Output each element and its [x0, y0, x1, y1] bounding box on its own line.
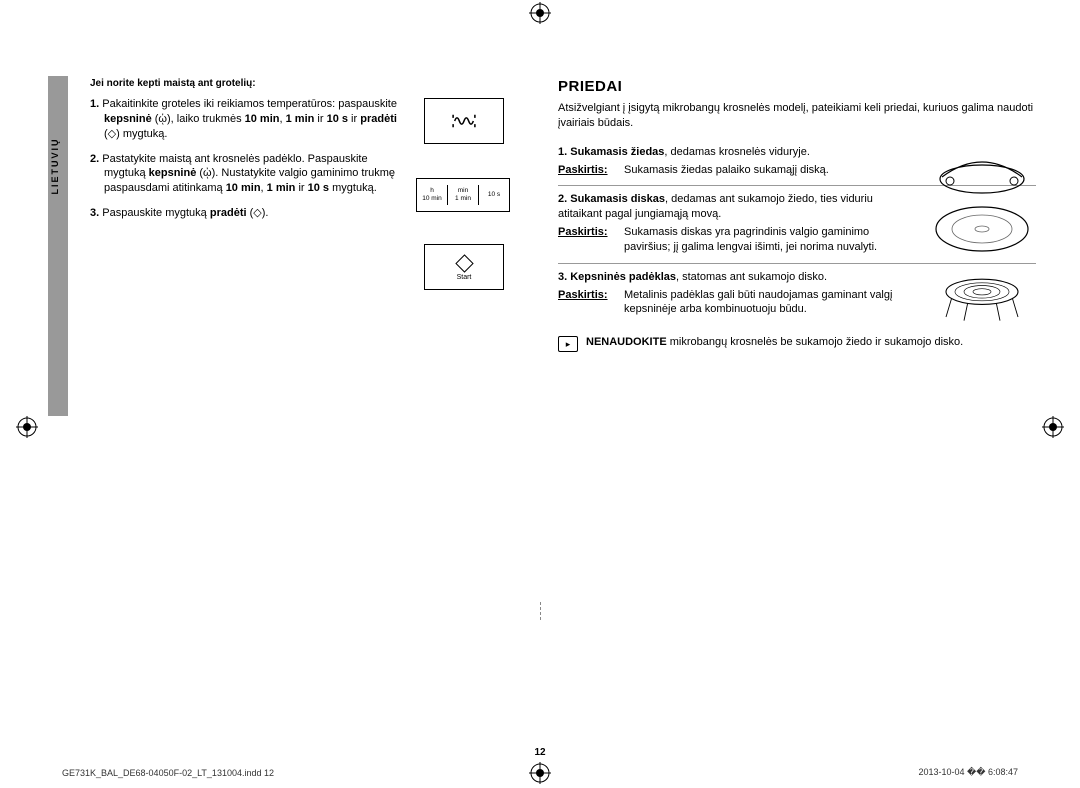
section-title: PRIEDAI: [558, 78, 1036, 95]
accessory-1-purpose: Sukamasis žiedas palaiko sukamąjį diską.: [624, 163, 898, 178]
registration-mark-left: [16, 416, 38, 438]
grill-icon: [450, 111, 478, 131]
step-2: 2. Pastatykite maistą ant krosnelės padė…: [90, 152, 410, 197]
accessory-1-purpose-label: Paskirtis:: [558, 163, 624, 178]
diamond-icon: [455, 254, 473, 272]
step-3: 3. Paspauskite mygtuką pradėti (◇).: [90, 206, 410, 221]
accessory-3-purpose-label: Paskirtis:: [558, 288, 624, 318]
accessory-2-head: 2. Sukamasis diskas, dedamas ant sukamoj…: [558, 192, 898, 222]
accessory-2-purpose-label: Paskirtis:: [558, 225, 624, 255]
registration-mark-right: [1042, 416, 1064, 438]
accessory-2-purpose: Sukamasis diskas yra pagrindinis valgio …: [624, 225, 898, 255]
accessory-3-purpose: Metalinis padėklas gali būti naudojamas …: [624, 288, 898, 318]
footer-right: 2013-10-04 �� 6:08:47: [918, 767, 1018, 778]
accessory-3-image: [932, 272, 1032, 326]
accessory-3: 3. Kepsninės padėklas, statomas ant suka…: [558, 264, 1036, 326]
warning-text: NENAUDOKITE mikrobangų krosnelės be suka…: [586, 335, 963, 350]
column-divider: [540, 602, 542, 620]
time-cell-3: 10 s: [479, 189, 509, 201]
page-number: 12: [0, 747, 1080, 758]
warning-icon: ▸: [558, 336, 578, 352]
accessory-1: 1. Sukamasis žiedas, dedamas krosnelės v…: [558, 139, 1036, 187]
left-heading: Jei norite kepti maistą ant grotelių:: [90, 78, 520, 89]
grill-icon-box: [424, 98, 504, 144]
accessory-1-head: 1. Sukamasis žiedas, dedamas krosnelės v…: [558, 145, 898, 160]
registration-mark-top: [529, 2, 551, 24]
left-column: Jei norite kepti maistą ant grotelių: 1.…: [90, 78, 520, 231]
accessory-2: 2. Sukamasis diskas, dedamas ant sukamoj…: [558, 186, 1036, 263]
step-1: 1. Pakaitinkite groteles iki reikiamos t…: [90, 97, 410, 142]
section-intro: Atsižvelgiant į įsigytą mikrobangų krosn…: [558, 101, 1036, 131]
footer-left: GE731K_BAL_DE68-04050F-02_LT_131004.indd…: [62, 768, 274, 778]
language-tab-label: LIETUVIŲ: [50, 116, 60, 216]
time-cell-1: h10 min: [417, 185, 448, 205]
time-cell-2: min1 min: [448, 185, 479, 205]
accessory-3-head: 3. Kepsninės padėklas, statomas ant suka…: [558, 270, 898, 285]
accessory-2-image: [932, 202, 1032, 256]
warning-row: ▸ NENAUDOKITE mikrobangų krosnelės be su…: [558, 335, 1036, 351]
start-label: Start: [457, 274, 472, 281]
language-tab: LIETUVIŲ: [48, 76, 68, 416]
start-button-box: Start: [424, 244, 504, 290]
right-column: PRIEDAI Atsižvelgiant į įsigytą mikroban…: [558, 78, 1036, 351]
registration-mark-bottom: [529, 762, 551, 784]
time-buttons-box: h10 min min1 min 10 s: [416, 178, 510, 212]
steps-list: 1. Pakaitinkite groteles iki reikiamos t…: [90, 97, 410, 221]
